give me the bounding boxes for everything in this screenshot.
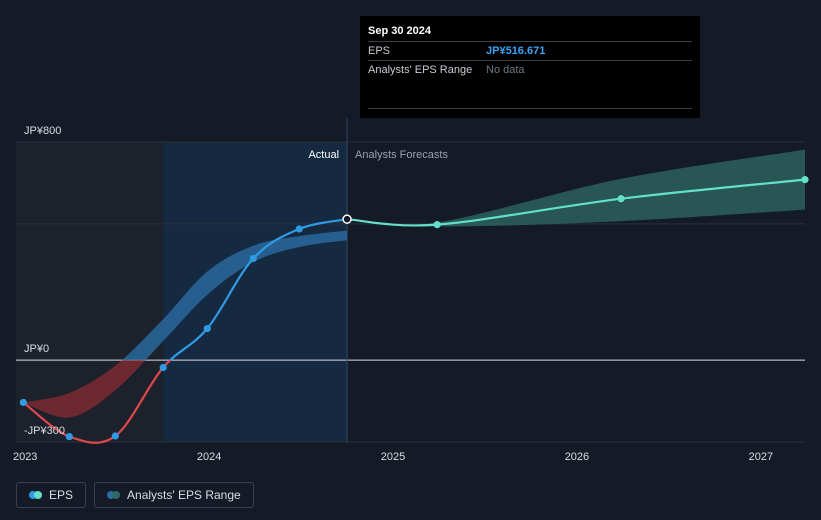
forecast-line — [346, 178, 806, 227]
x-tick-label: 2025 — [381, 451, 405, 463]
tooltip-divider — [368, 108, 692, 109]
tooltip-date: Sep 30 2024 — [368, 25, 431, 37]
forecast-point — [433, 221, 441, 229]
actual-region-label: Actual — [308, 149, 339, 161]
tooltip-eps-row: EPS JP¥516.671 — [368, 41, 692, 60]
forecast-region-label: Analysts Forecasts — [355, 149, 448, 161]
eps-point-selected — [342, 214, 352, 224]
legend: EPS Analysts' EPS Range — [16, 482, 254, 508]
eps-point — [295, 225, 303, 233]
legend-range-button[interactable]: Analysts' EPS Range — [94, 482, 254, 508]
forecast-point — [617, 195, 625, 203]
eps-point — [203, 324, 211, 333]
tooltip-range-value: No data — [486, 64, 525, 76]
x-tick-label: 2026 — [565, 451, 589, 463]
eps-point — [249, 254, 257, 263]
tooltip-range-row: Analysts' EPS Range No data — [368, 60, 692, 79]
legend-eps-label: EPS — [49, 488, 74, 502]
eps-line-negative — [22, 360, 172, 444]
x-tick-label: 2027 — [749, 451, 773, 463]
eps-range-band-historical — [121, 230, 347, 361]
tooltip: Sep 30 2024 EPS JP¥516.671 Analysts' EPS… — [360, 16, 700, 118]
y-tick-label: JP¥0 — [24, 343, 49, 355]
range-swatch-icon — [107, 491, 121, 499]
tooltip-range-label: Analysts' EPS Range — [368, 64, 473, 76]
tooltip-eps-value: JP¥516.671 — [486, 45, 546, 57]
eps-point — [159, 363, 167, 372]
x-tick-label: 2023 — [13, 451, 37, 463]
y-tick-label: JP¥800 — [24, 125, 61, 137]
eps-line-positive — [168, 218, 348, 361]
tooltip-eps-label: EPS — [368, 45, 391, 57]
eps-range-band-forecast — [347, 149, 805, 227]
eps-swatch-icon — [29, 491, 43, 499]
eps-point — [111, 432, 119, 440]
y-tick-label: -JP¥300 — [24, 425, 65, 437]
x-tick-label: 2024 — [197, 451, 221, 463]
eps-point — [19, 398, 27, 407]
forecast-point — [801, 176, 809, 184]
eps-point — [65, 432, 73, 441]
legend-range-label: Analysts' EPS Range — [127, 488, 241, 502]
eps-range-band-negative — [23, 360, 146, 418]
legend-eps-button[interactable]: EPS — [16, 482, 87, 508]
